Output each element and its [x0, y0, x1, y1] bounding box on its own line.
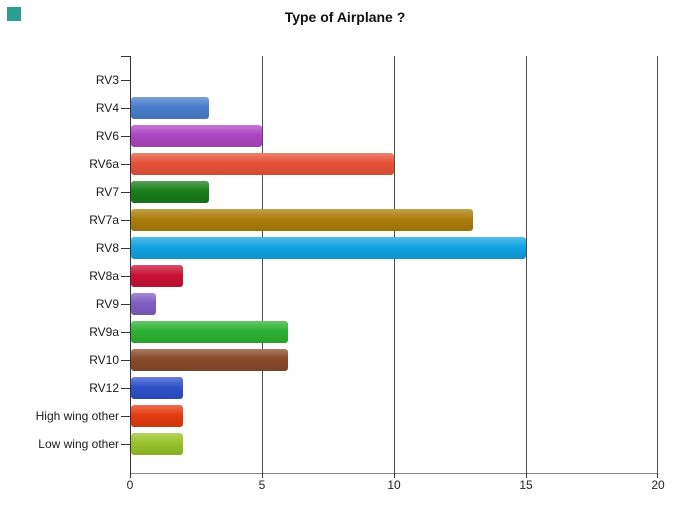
bar-rv6a: [131, 153, 394, 175]
y-axis-tick: [121, 332, 130, 333]
bar-low-wing-other: [131, 433, 183, 455]
y-axis-top-tick: [121, 56, 130, 57]
bar-high-wing-other: [131, 405, 183, 427]
x-axis-tick-20: [657, 473, 658, 478]
category-label: RV6a: [89, 157, 119, 171]
category-label: RV3: [95, 73, 119, 87]
bar-rv8a: [131, 265, 183, 287]
teal-corner-square: [7, 7, 21, 21]
bar-rv12: [131, 377, 183, 399]
category-label: RV6: [95, 129, 119, 143]
plot-area: [130, 56, 658, 474]
category-label: RV4: [95, 101, 119, 115]
category-label: RV9a: [89, 325, 119, 339]
x-axis-label-15: 15: [519, 478, 533, 492]
gridline-x-10: [394, 56, 395, 473]
category-label: RV8: [95, 241, 119, 255]
y-axis-tick: [121, 416, 130, 417]
bar-rv8: [131, 237, 526, 259]
gridline-x-15: [526, 56, 527, 473]
bar-rv6: [131, 125, 262, 147]
bar-rv7: [131, 181, 210, 203]
x-axis-tick-5: [262, 473, 263, 478]
category-label: RV7: [95, 185, 119, 199]
y-axis-tick: [121, 164, 130, 165]
gridline-x-20: [657, 56, 658, 473]
y-axis-tick: [121, 136, 130, 137]
category-label: High wing other: [35, 409, 119, 423]
x-axis-label-10: 10: [387, 478, 401, 492]
x-axis-tick-15: [526, 473, 527, 478]
y-axis-tick: [121, 220, 130, 221]
x-axis-tick-10: [394, 473, 395, 478]
y-axis-tick: [121, 276, 130, 277]
y-axis-tick: [121, 108, 130, 109]
x-axis-label-20: 20: [651, 478, 665, 492]
y-axis-tick: [121, 248, 130, 249]
category-label: RV8a: [89, 269, 119, 283]
category-label: RV9: [95, 297, 119, 311]
y-axis-tick: [121, 80, 130, 81]
bar-rv9a: [131, 321, 289, 343]
category-label: Low wing other: [38, 437, 119, 451]
gridline-x-5: [262, 56, 263, 473]
y-axis-tick: [121, 360, 130, 361]
y-axis-tick: [121, 304, 130, 305]
bar-rv4: [131, 97, 210, 119]
category-label: RV7a: [89, 213, 119, 227]
y-axis-line: [130, 56, 131, 478]
bar-rv9: [131, 293, 157, 315]
bar-rv7a: [131, 209, 474, 231]
category-label: RV12: [89, 381, 119, 395]
category-label: RV10: [89, 353, 119, 367]
bar-rv10: [131, 349, 289, 371]
y-axis-tick: [121, 192, 130, 193]
x-axis-label-5: 5: [258, 478, 266, 492]
x-axis-label-0: 0: [126, 478, 134, 492]
x-axis-tick-0: [130, 473, 131, 478]
y-axis-tick: [121, 444, 130, 445]
y-axis-tick: [121, 388, 130, 389]
chart-title: Type of Airplane ?: [284, 9, 406, 25]
